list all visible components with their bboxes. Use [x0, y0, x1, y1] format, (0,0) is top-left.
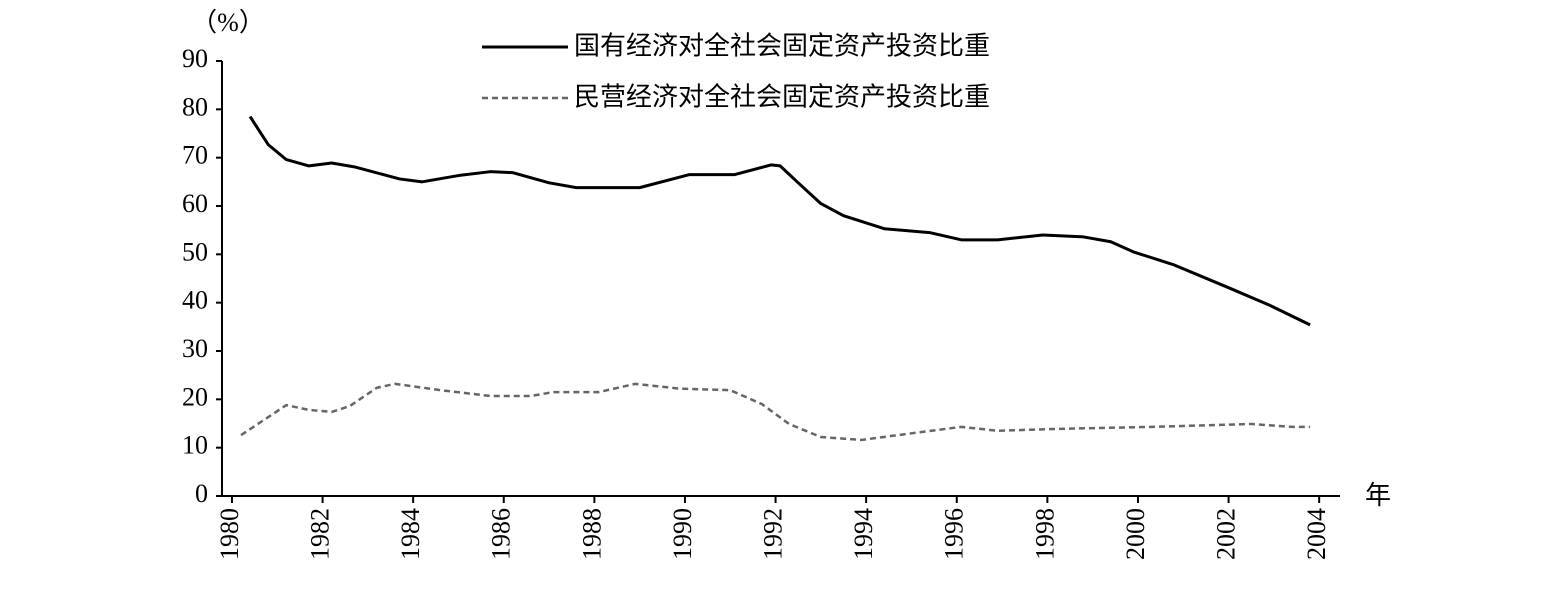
- y-tick-label: 0: [195, 479, 208, 508]
- y-tick-label: 40: [182, 286, 208, 315]
- legend-label: 国有经济对全社会固定资产投资比重: [574, 32, 990, 62]
- y-tick-label: 60: [182, 189, 208, 218]
- x-tick-label: 1994: [849, 508, 878, 560]
- x-tick-label: 2000: [1121, 508, 1150, 560]
- x-axis-label: 年: [1365, 481, 1391, 510]
- x-tick-label: 1998: [1030, 508, 1059, 560]
- y-tick-label: 50: [182, 237, 208, 266]
- y-tick-label: 10: [182, 431, 208, 460]
- x-tick-label: 1996: [940, 508, 969, 560]
- x-tick-label: 1984: [396, 508, 425, 560]
- y-tick-label: 70: [182, 141, 208, 170]
- y-tick-label: 80: [182, 92, 208, 121]
- legend-label: 民营经济对全社会固定资产投资比重: [574, 83, 990, 113]
- x-tick-label: 1992: [759, 508, 788, 560]
- x-tick-label: 1988: [577, 508, 606, 560]
- x-tick-label: 2004: [1302, 508, 1331, 560]
- x-tick-label: 1980: [215, 508, 244, 560]
- data-line: [248, 115, 1311, 327]
- x-tick-label: 2002: [1212, 508, 1241, 560]
- x-tick-label: 1986: [487, 508, 516, 560]
- x-tick-label: 1982: [306, 508, 335, 560]
- data-line: [240, 382, 1311, 442]
- y-tick-label: 90: [182, 44, 208, 73]
- y-tick-label: 30: [182, 334, 208, 363]
- y-tick-label: 20: [182, 382, 208, 411]
- y-axis-label: （%）: [191, 8, 265, 37]
- x-tick-label: 1990: [668, 508, 697, 560]
